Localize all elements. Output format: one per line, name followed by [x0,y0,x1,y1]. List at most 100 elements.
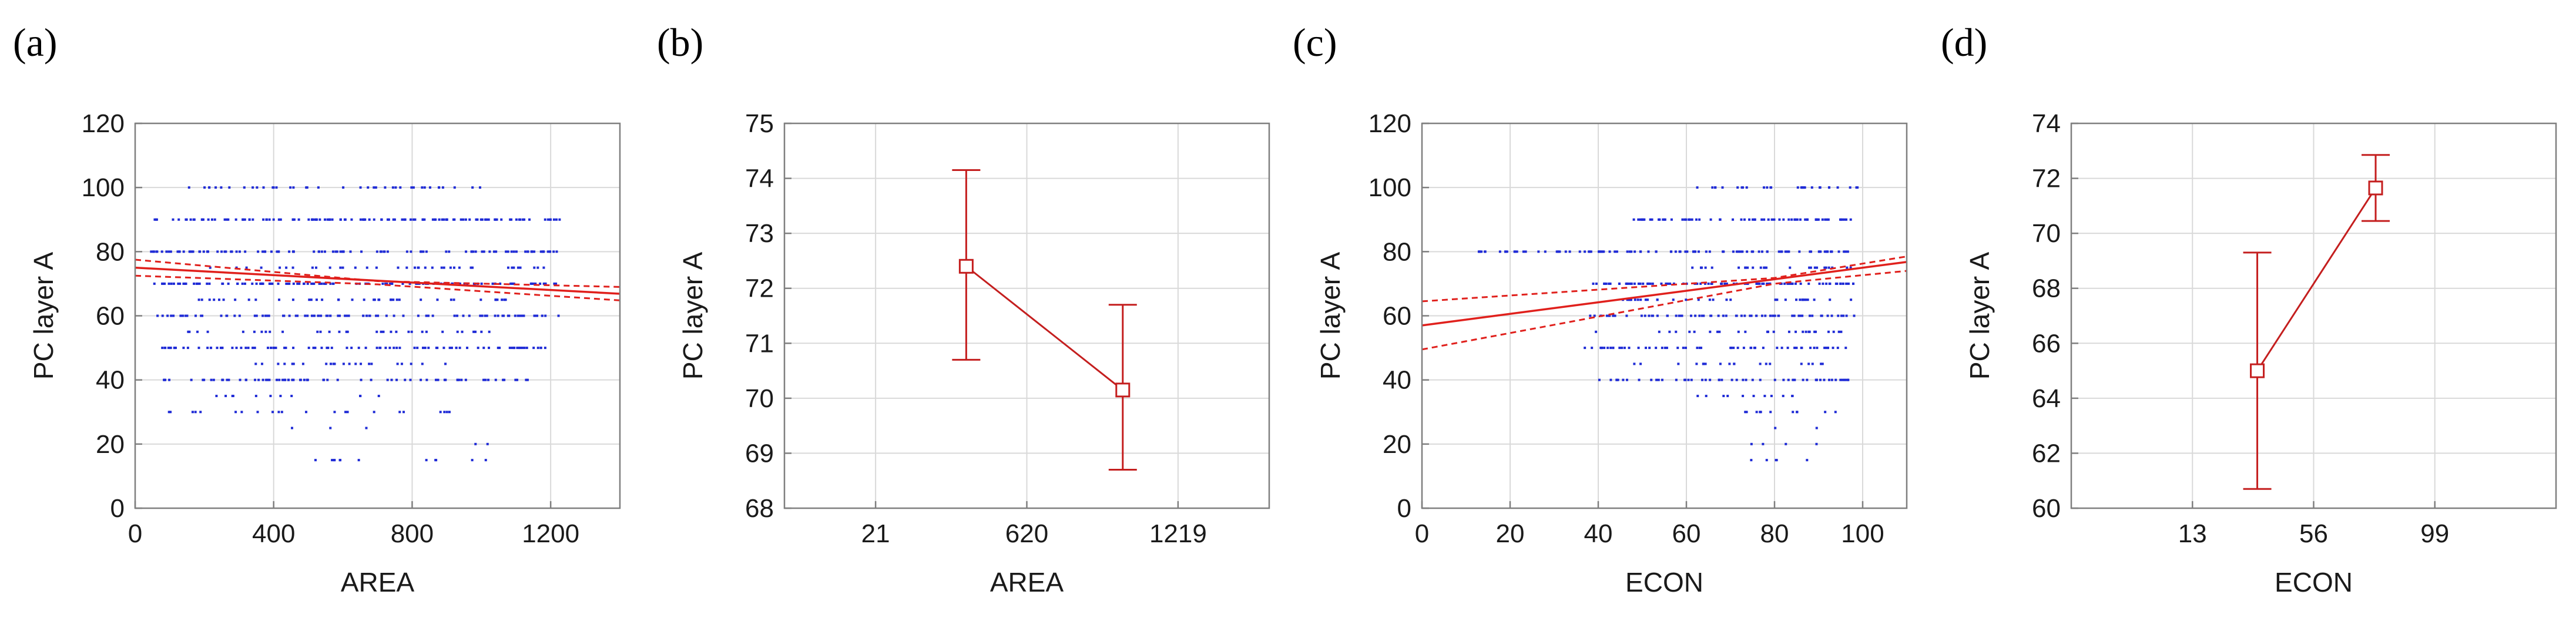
scatter-point [1621,347,1624,350]
scatter-point [1732,218,1735,221]
scatter-point [1836,186,1839,189]
scatter-point [1740,186,1743,189]
y-axis-label: PC layer A [1315,252,1346,380]
scatter-point [1657,218,1660,221]
scatter-point [1704,266,1707,269]
scatter-point [198,250,201,253]
scatter-point [279,266,281,269]
scatter-point [1843,250,1846,253]
scatter-point [377,298,380,301]
scatter-point [1655,347,1658,350]
scatter-point [256,186,259,189]
scatter-point [283,347,286,350]
scatter-point [1628,282,1631,285]
plot-area [2243,154,2390,490]
scatter-point [542,266,545,269]
scatter-point [1808,330,1811,333]
scatter-point [285,266,288,269]
scatter-point [331,282,334,285]
scatter-point [359,394,362,397]
scatter-point [385,282,388,285]
scatter-point [1740,314,1743,317]
scatter-point [1830,378,1833,381]
scatter-point [471,250,474,253]
scatter-point [1588,250,1591,253]
scatter-point [1696,282,1699,285]
scatter-point [329,282,332,285]
scatter-point [1623,347,1626,350]
scatter-point [1680,314,1683,317]
scatter-point [1718,378,1720,381]
scatter-point [208,282,211,285]
scatter-point [1606,314,1609,317]
scatter-point [1601,347,1604,350]
scatter-point [1676,347,1679,350]
scatter-point [206,330,209,333]
x-tick-label: 60 [1672,519,1701,548]
scatter-point [1655,378,1658,381]
y-tick-label: 70 [2032,219,2061,248]
scatter-point [231,347,234,350]
scatter-point [1505,250,1508,253]
scatter-point [1605,282,1608,285]
mean-marker [2368,180,2383,196]
scatter-point [1784,250,1787,253]
scatter-point [247,347,250,350]
scatter-point [238,250,241,253]
scatter-point [516,347,519,350]
scatter-point [1813,298,1816,301]
scatter-point [1760,314,1763,317]
scatter-point [272,218,275,221]
y-tick-label: 100 [1368,173,1411,202]
scatter-point [1757,250,1760,253]
scatter-point [1744,411,1747,414]
scatter-point [1824,218,1827,221]
scatter-point [1616,378,1619,381]
scatter-point [533,250,536,253]
scatter-point [1698,218,1701,221]
scatter-point [548,250,551,253]
scatter-point [1648,347,1651,350]
scatter-point [434,378,437,381]
scatter-point [1626,250,1629,253]
ci-lower-line [1422,270,1907,351]
scatter-point [1700,314,1703,317]
scatter-point [392,218,395,221]
scatter-point [262,186,265,189]
scatter-point [420,378,422,381]
panel-c: (c) 0 20 40 60 80 100 120 0 20 40 60 80 100 ECON PC lay… [1293,20,1908,597]
scatter-point [514,378,517,381]
scatter-point [488,330,491,333]
scatter-point [1816,266,1819,269]
scatter-point [1824,411,1827,414]
scatter-point [360,250,363,253]
scatter-point [344,314,347,317]
scatter-point [268,378,271,381]
scatter-point [1769,314,1772,317]
y-tick-label: 71 [745,329,774,358]
scatter-point [262,218,265,221]
scatter-point [431,218,434,221]
scatter-point [522,314,525,317]
scatter-point [1608,250,1611,253]
scatter-point [416,347,419,350]
scatter-point [367,186,370,189]
scatter-point [1614,250,1616,253]
scatter-point [437,186,440,189]
scatter-point [499,282,502,285]
scatter-point [1791,314,1794,317]
scatter-point [342,250,345,253]
scatter-point [1799,298,1802,301]
scatter-point [1753,347,1756,350]
scatter-point [197,347,200,350]
y-axis-ticks: 60 62 64 66 68 70 72 74 [2032,109,2078,523]
scatter-point [288,250,291,253]
scatter-point [1743,218,1746,221]
y-tick-label: 20 [1383,430,1411,459]
scatter-point [1686,250,1689,253]
scatter-point [1830,314,1833,317]
scatter-point [442,347,445,350]
mean-line [2256,187,2377,371]
scatter-point [1729,298,1732,301]
scatter-point [306,378,308,381]
